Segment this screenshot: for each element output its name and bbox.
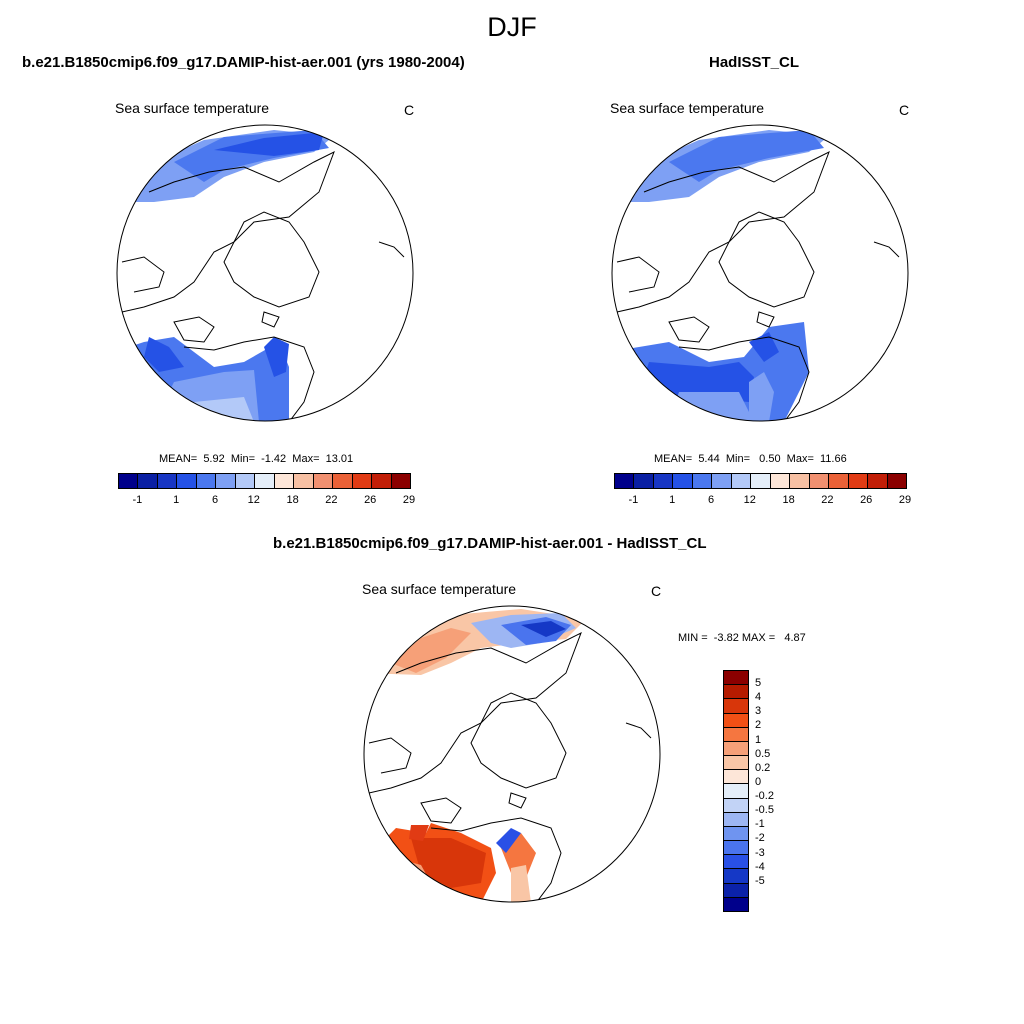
panel-3-title: b.e21.B1850cmip6.f09_g17.DAMIP-hist-aer.… xyxy=(273,535,707,552)
colorbar-label: 29 xyxy=(898,494,912,506)
colorbar-swatch xyxy=(724,713,748,728)
colorbar-label: 12 xyxy=(247,494,260,506)
colorbar-swatch xyxy=(724,756,748,771)
colorbar-swatch xyxy=(177,474,197,488)
colorbar-swatch xyxy=(790,474,810,488)
panel-1-colorbar xyxy=(118,473,411,489)
colorbar-swatch xyxy=(751,474,771,488)
colorbar-swatch xyxy=(274,474,295,488)
panel-1-stats: MEAN= 5.92 Min= -1.42 Max= 13.01 xyxy=(159,453,354,465)
colorbar-label: 4 xyxy=(755,691,762,704)
panel-1-map xyxy=(116,124,414,422)
panel-1-variable: Sea surface temperature xyxy=(115,100,270,116)
colorbar-swatch xyxy=(634,474,654,488)
panel-2-units: C xyxy=(899,102,910,118)
panel-2-title: HadISST_CL xyxy=(709,54,800,71)
colorbar-swatch xyxy=(868,474,888,488)
colorbar-label: 5 xyxy=(755,677,762,690)
colorbar-swatch xyxy=(724,883,748,898)
colorbar-swatch xyxy=(724,897,748,911)
colorbar-swatch xyxy=(724,812,748,827)
panel-1-units: C xyxy=(404,102,415,118)
colorbar-swatch xyxy=(731,474,752,488)
panel-3-colorbar-labels: 5 4 3 2 1 0.5 0.2 0 -0.2 -0.5 -1 -2 -3 -4 -5 xyxy=(755,670,815,910)
colorbar-label: 6 xyxy=(707,494,715,506)
colorbar-label: 22 xyxy=(325,494,338,506)
colorbar-label: -4 xyxy=(755,860,765,873)
colorbar-swatch xyxy=(372,474,392,488)
colorbar-swatch xyxy=(692,474,713,488)
panel-3-variable: Sea surface temperature xyxy=(362,581,517,597)
colorbar-swatch xyxy=(712,474,732,488)
colorbar-label: 2 xyxy=(755,719,762,732)
colorbar-swatch xyxy=(216,474,236,488)
colorbar-swatch xyxy=(653,474,674,488)
colorbar-swatch xyxy=(333,474,353,488)
panel-1-title: b.e21.B1850cmip6.f09_g17.DAMIP-hist-aer.… xyxy=(22,54,465,71)
colorbar-label: 0.5 xyxy=(755,747,771,760)
colorbar-swatch xyxy=(724,855,748,870)
panel-2-stats: MEAN= 5.44 Min= 0.50 Max= 11.66 xyxy=(654,453,847,465)
colorbar-swatch xyxy=(157,474,178,488)
colorbar-label: -5 xyxy=(755,874,765,887)
colorbar-swatch xyxy=(724,741,748,757)
colorbar-label: 1 xyxy=(755,733,762,746)
colorbar-swatch xyxy=(724,671,748,686)
colorbar-swatch xyxy=(313,474,334,488)
colorbar-swatch xyxy=(724,727,748,742)
colorbar-label: -0.5 xyxy=(755,804,774,817)
colorbar-label: 0.2 xyxy=(755,761,771,774)
colorbar-swatch xyxy=(255,474,275,488)
colorbar-label: 18 xyxy=(782,494,795,506)
colorbar-swatch xyxy=(770,474,791,488)
colorbar-swatch xyxy=(352,474,373,488)
colorbar-swatch xyxy=(138,474,158,488)
panel-2-variable: Sea surface temperature xyxy=(610,100,765,116)
colorbar-swatch xyxy=(887,474,907,488)
colorbar-swatch xyxy=(724,784,748,799)
colorbar-label: -1 xyxy=(755,818,765,831)
colorbar-label: 12 xyxy=(743,494,756,506)
panel-3-units: C xyxy=(651,583,662,599)
colorbar-label: 6 xyxy=(211,494,219,506)
colorbar-label: -2 xyxy=(755,832,765,845)
colorbar-swatch xyxy=(724,798,748,813)
colorbar-swatch xyxy=(724,869,748,884)
colorbar-label: 1 xyxy=(669,494,676,506)
colorbar-swatch xyxy=(391,474,411,488)
colorbar-label: -1 xyxy=(132,494,143,506)
colorbar-label: 1 xyxy=(173,494,180,506)
colorbar-label: 18 xyxy=(286,494,299,506)
colorbar-label: 26 xyxy=(860,494,873,506)
panel-3-stats: MIN = -3.82 MAX = 4.87 xyxy=(678,632,806,644)
colorbar-swatch xyxy=(119,474,139,488)
colorbar-label: 3 xyxy=(755,705,762,718)
colorbar-label: -1 xyxy=(628,494,639,506)
colorbar-label: -0.2 xyxy=(755,790,774,803)
colorbar-swatch xyxy=(829,474,849,488)
colorbar-swatch xyxy=(809,474,830,488)
panel-3-colorbar xyxy=(723,670,749,912)
colorbar-swatch xyxy=(724,841,748,856)
colorbar-swatch xyxy=(673,474,693,488)
colorbar-swatch xyxy=(848,474,869,488)
figure-title: DJF xyxy=(487,12,537,42)
colorbar-swatch xyxy=(196,474,217,488)
colorbar-label: 0 xyxy=(755,775,762,788)
panel-3-map xyxy=(363,605,661,903)
colorbar-swatch xyxy=(724,685,748,700)
panel-2-colorbar xyxy=(614,473,907,489)
colorbar-swatch xyxy=(235,474,256,488)
colorbar-swatch xyxy=(724,826,748,842)
colorbar-label: 22 xyxy=(821,494,834,506)
colorbar-label: 29 xyxy=(402,494,416,506)
colorbar-swatch xyxy=(615,474,635,488)
colorbar-swatch xyxy=(724,770,748,785)
panel-2-map xyxy=(611,124,909,422)
colorbar-label: 26 xyxy=(364,494,377,506)
colorbar-label: -3 xyxy=(755,846,765,859)
colorbar-swatch xyxy=(724,699,748,714)
colorbar-swatch xyxy=(294,474,314,488)
